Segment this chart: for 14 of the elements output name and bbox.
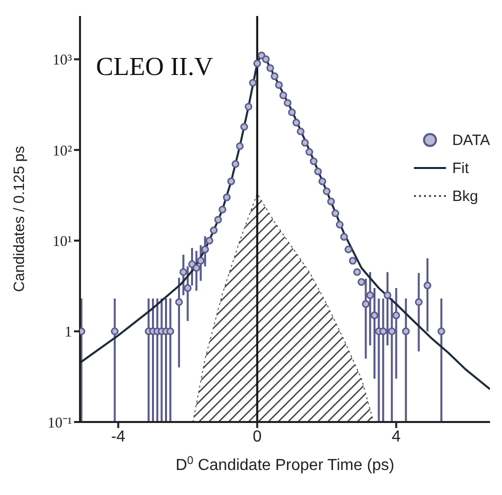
- x-tick-label: -4: [111, 428, 126, 446]
- y-axis-title: Candidates / 0.125 ps: [11, 146, 28, 292]
- x-tick-label: 4: [392, 428, 401, 446]
- y-tick-label: 10¹: [52, 234, 72, 250]
- annotation: CLEO II.V: [96, 52, 213, 82]
- legend-label: DATA: [452, 132, 490, 148]
- y-tick-label: 10³: [52, 52, 72, 69]
- legend-label: Bkg: [452, 188, 478, 204]
- legend-label: Fit: [452, 160, 469, 176]
- y-tick-label: 1: [64, 324, 72, 341]
- x-axis-title: D$^{0}$ Candidate Proper Time (ps): [176, 455, 394, 474]
- x-tick-label: 0: [252, 428, 262, 446]
- y-tick-label: 10⁻¹: [48, 415, 72, 432]
- y-tick-label: 10²: [52, 143, 72, 160]
